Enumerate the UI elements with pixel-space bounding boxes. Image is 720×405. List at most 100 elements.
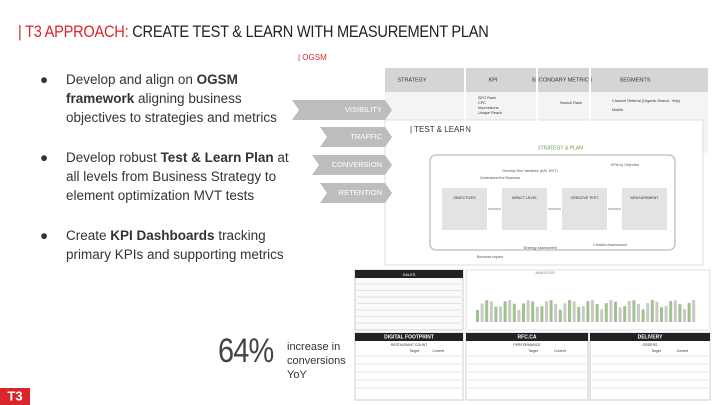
cycle-note: Creative Assessment [593,243,627,247]
step-box [622,188,667,230]
dash-column: Target [528,349,538,353]
ogsm-kpi: CPC [478,101,486,105]
analysis-bar [522,303,525,322]
slide-title: | T3 APPROACH: CREATE TEST & LEARN WITH … [18,22,489,42]
dash-table-title: DELIVERY [638,334,663,340]
analysis-bar [476,310,479,322]
dash-column: Current [677,349,689,353]
ogsm-column: KPI [489,77,498,83]
analysis-bar [549,300,553,322]
dash-column: Current [432,349,444,353]
bullet-bold: OGSM framework [66,72,238,106]
ogsm-label: | OGSM [298,53,327,62]
ogsm-column: STRATEGY [397,77,427,83]
analysis-bar [586,301,590,322]
test-learn-label: | TEST & LEARN [410,125,471,134]
step-label: OBJECTIVES [453,196,476,200]
stat-value: 64% [218,332,274,370]
analysis-bar [563,303,567,322]
dash-table [354,332,464,401]
analysis-bar [517,309,521,322]
ogsm-column: SECONDARY METRICS [532,77,593,83]
analysis-bar [512,303,516,322]
analysis-bar [526,300,530,322]
bullet-text-start: Create [66,228,111,243]
funnel-label: VISIBILITY [345,105,382,114]
analysis-bar [480,303,484,322]
analysis-bar [494,306,498,322]
bullet-text-start: Develop robust [66,150,161,165]
logo-box [0,388,30,405]
bullet-text-end: at all levels from Business Strategy to … [66,150,289,203]
bullet-text-end: aligning business objectives to strategi… [66,91,277,125]
analysis-bar [591,300,594,322]
ogsm-header [385,68,708,92]
analysis-bar [572,301,576,322]
dash-table-header [355,333,463,341]
analysis-bar [632,300,636,322]
dash-table-title: RFC.CA [518,334,537,340]
cycle-note: KPIs by Objective [611,163,639,167]
analysis-bar [664,305,668,322]
dash-table-subtitle: PERFORMANCE [513,343,541,347]
analysis-bar [531,301,535,322]
funnel-stage [312,155,392,175]
dash-table-subtitle: ORDERS [643,343,659,347]
analysis-bar [678,304,682,322]
cycle-note: Business Impact [477,255,503,259]
ogsm-segment: Mobile [612,108,623,112]
ogsm-kpi: SEO Rank [478,96,496,100]
analysis-bar [618,307,622,322]
cycle-note: Strategy Assessment [523,246,557,250]
analysis-bar [692,300,696,322]
ogsm-kpi: Impressions [478,106,499,110]
dash-table-header [466,333,588,341]
logo: T3 [7,388,22,403]
funnel-label: RETENTION [339,188,382,197]
analysis-bar [655,301,659,322]
bullet-bold: Test & Learn Plan [160,150,274,165]
step-label: MEASUREMENT [631,196,660,200]
title-prefix: | T3 APPROACH: [18,22,129,41]
analysis-title: ANALYSIS [535,270,555,275]
dash-table-title: DIGITAL FOOTPRINT [384,334,434,340]
analysis-bar [646,303,650,322]
analysis-bar [623,306,627,322]
analysis-bar [508,300,512,322]
step-box [562,188,607,230]
funnel-stage [292,100,392,120]
stat-caption: increase in conversions YoY [287,341,346,381]
step-label: CREATIVE TEST [571,196,600,200]
analysis-bar [558,309,562,322]
dash-table-subtitle: RESTAURANT COUNT [391,343,429,347]
ogsm-secondary: Search Rank [560,101,582,105]
analysis-bar [485,300,489,322]
analysis-bar [499,306,502,322]
bullet-text-start: Develop and align on [66,72,197,87]
bullet-dot: ● [40,72,49,87]
bullet-text: Develop robust Test & Learn Plan at all … [66,148,291,205]
title-text: CREATE TEST & LEARN WITH MEASUREMENT PLA… [132,22,489,41]
cycle-note: Develop Test Variables (A/B, MVT) [502,169,557,173]
bullet-text: Create KPI Dashboards tracking primary K… [66,226,291,264]
analysis-bar [540,306,544,322]
analysis-bar [627,301,631,322]
analysis-bar [687,302,691,322]
step-box [442,188,487,230]
analysis-bar [568,300,571,322]
analysis-bar [600,309,604,322]
dash-table-header [590,333,710,341]
analysis-bar [595,303,599,322]
analysis-bar [660,307,663,322]
dash-column: Target [651,349,661,353]
analysis-bar [614,301,617,322]
ogsm-kpi: Unique Reach [478,111,502,115]
sales-header [355,270,463,278]
bullet-text-end: tracking primary KPIs and supporting met… [66,228,284,262]
dash-table [465,332,589,401]
analysis-bar [489,301,493,322]
bullet-bold: KPI Dashboards [110,228,215,243]
analysis-bar [641,309,645,322]
analysis-bar [609,300,613,322]
dash-table [589,332,711,401]
